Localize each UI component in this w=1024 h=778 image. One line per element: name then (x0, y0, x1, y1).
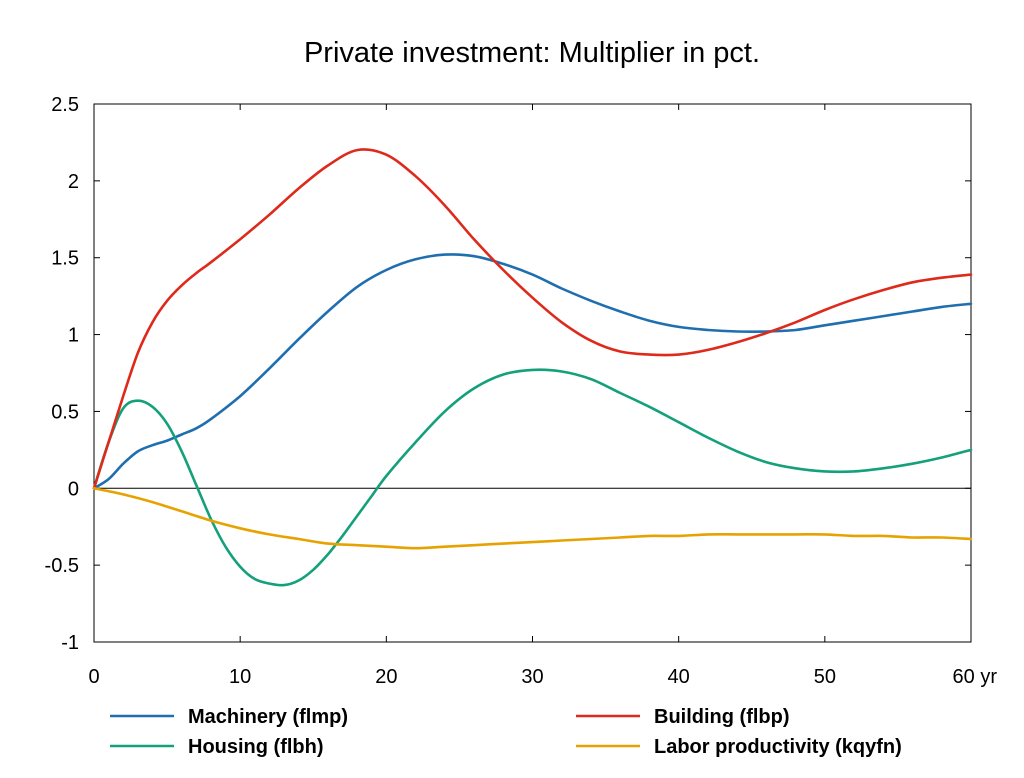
y-tick-label: 1 (68, 325, 79, 347)
legend-label-labor-productivity-kqyfn: Labor productivity (kqyfn) (654, 736, 902, 758)
y-tick-label: -0.5 (45, 555, 79, 577)
series-line-building-flbp (92, 148, 973, 490)
chart-legend: Machinery (flmp) Housing (flbh) Building (… (110, 706, 902, 758)
chart-series (92, 148, 973, 587)
x-tick-label: 10 (229, 666, 251, 688)
chart-axes: -1 -0.5 0 0.5 1 1.5 2 2.5 0 10 20 30 40 50 60 yr (45, 94, 998, 688)
plot-frame (93, 103, 972, 643)
y-tick-label: 0 (68, 478, 79, 500)
y-tick-label: 1.5 (51, 248, 79, 270)
x-tick-label: 0 (88, 666, 99, 688)
series-line-housing-flbh (92, 368, 973, 587)
y-tick-label: 2 (68, 171, 79, 193)
x-tick-label: 30 (521, 666, 543, 688)
x-tick-label: 40 (668, 666, 690, 688)
x-tick-label: 50 (814, 666, 836, 688)
x-tick-label: 20 (375, 666, 397, 688)
legend-label-machinery-flmp: Machinery (flmp) (188, 706, 348, 728)
legend-label-housing-flbh: Housing (flbh) (188, 736, 324, 758)
series-line-labor-productivity-kqyfn (92, 487, 973, 550)
legend-label-building-flbp: Building (flbp) (654, 706, 790, 728)
y-tick-label: 0.5 (51, 401, 79, 423)
y-tick-label: 2.5 (51, 94, 79, 116)
chart-title: Private investment: Multiplier in pct. (304, 37, 760, 69)
y-tick-label: -1 (61, 632, 79, 654)
series-line-machinery-flmp (92, 253, 973, 490)
x-tick-label: 60 yr (953, 666, 998, 688)
